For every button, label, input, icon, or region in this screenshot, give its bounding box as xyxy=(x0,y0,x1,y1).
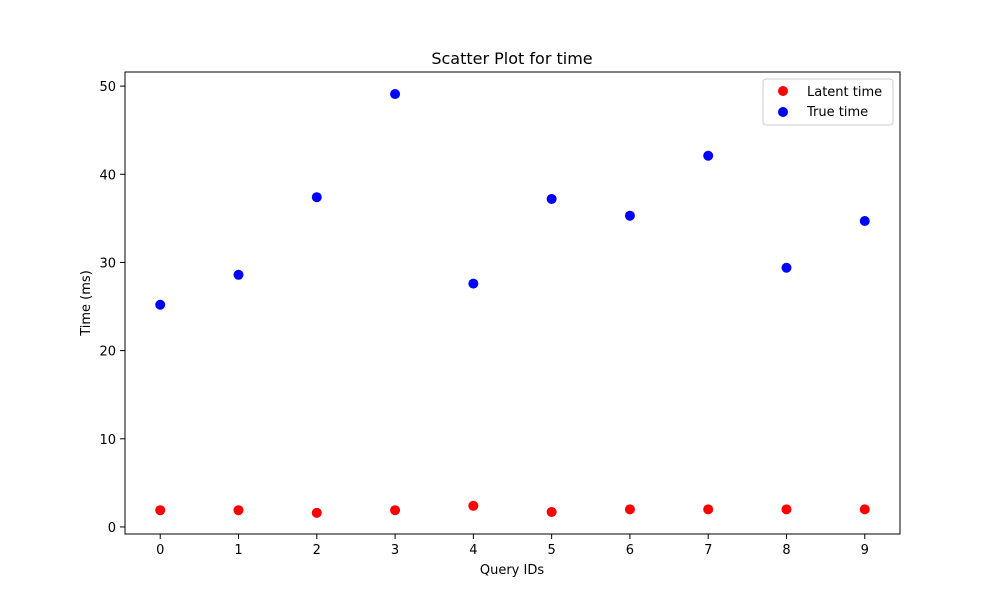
x-tick-label: 1 xyxy=(234,543,242,558)
legend-label-true-time: True time xyxy=(806,105,868,120)
data-point xyxy=(781,504,792,515)
legend-label-latent-time: Latent time xyxy=(807,85,882,100)
x-tick-label: 3 xyxy=(391,543,399,558)
data-point xyxy=(546,193,557,204)
data-point xyxy=(624,210,635,221)
y-tick-label: 10 xyxy=(99,433,116,448)
x-tick-label: 5 xyxy=(548,543,556,558)
data-point xyxy=(703,504,714,515)
x-tick-label: 4 xyxy=(469,543,477,558)
data-point xyxy=(781,262,792,273)
legend-marker-true-time xyxy=(778,107,788,117)
x-tick-label: 7 xyxy=(704,543,712,558)
y-tick-label: 20 xyxy=(99,345,116,360)
series-latent-time xyxy=(155,500,870,518)
data-point xyxy=(390,505,401,516)
y-tick-label: 30 xyxy=(99,256,116,271)
data-point xyxy=(859,504,870,515)
data-point xyxy=(233,269,244,280)
data-point xyxy=(311,507,322,518)
series-true-time xyxy=(155,89,870,310)
plot-frame xyxy=(124,71,901,535)
y-tick-label: 0 xyxy=(108,521,116,536)
data-point xyxy=(155,505,166,516)
chart-title: Scatter Plot for time xyxy=(431,49,592,68)
x-tick-label: 9 xyxy=(861,543,869,558)
x-axis-label: Query IDs xyxy=(480,563,544,578)
data-point xyxy=(468,500,479,511)
y-axis-ticks: 0 10 20 30 40 50 xyxy=(99,80,125,536)
data-point xyxy=(155,299,166,310)
data-point xyxy=(624,504,635,515)
y-axis-label: Time (ms) xyxy=(79,270,94,337)
x-tick-label: 0 xyxy=(156,543,164,558)
data-point xyxy=(468,278,479,289)
data-point xyxy=(233,505,244,516)
data-point xyxy=(390,89,401,100)
x-tick-label: 2 xyxy=(313,543,321,558)
legend-marker-latent-time xyxy=(778,86,788,96)
x-axis-ticks: 0 1 2 3 4 5 6 7 8 9 xyxy=(156,534,869,558)
legend-box xyxy=(762,78,894,126)
legend: Latent time True time xyxy=(762,78,894,126)
y-tick-label: 50 xyxy=(99,80,116,95)
data-points xyxy=(155,89,870,518)
data-point xyxy=(311,192,322,203)
data-point xyxy=(703,150,714,161)
data-point xyxy=(546,506,557,517)
x-tick-label: 6 xyxy=(626,543,634,558)
x-tick-label: 8 xyxy=(782,543,790,558)
data-point xyxy=(859,216,870,227)
y-tick-label: 40 xyxy=(99,168,116,183)
